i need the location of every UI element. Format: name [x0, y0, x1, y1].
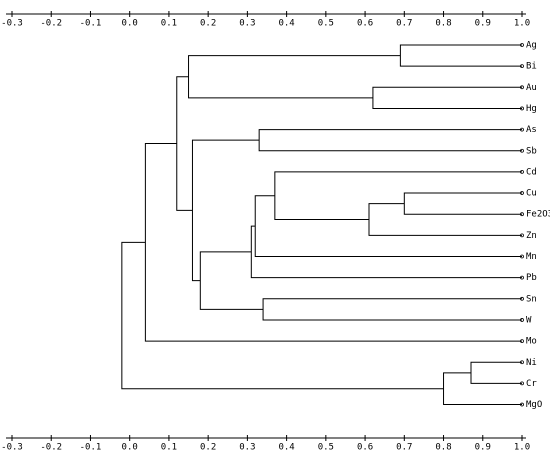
x-tick-label: 0.1: [161, 443, 177, 453]
leaf-label: Fe2O3: [526, 210, 550, 220]
merge-bracket: [176, 76, 193, 211]
merge-bracket: [188, 55, 401, 99]
x-tick-label: 0.3: [239, 443, 255, 453]
x-tick-label: 0.7: [396, 443, 412, 453]
x-tick-label: 1.0: [514, 443, 530, 453]
x-tick-label: 0.4: [278, 19, 294, 29]
x-tick-label: -0.2: [40, 19, 62, 29]
leaf-label: Sn: [526, 294, 537, 304]
x-tick-label: 0.3: [239, 19, 255, 29]
leaf-label: Hg: [526, 104, 537, 114]
leaf-label: Pb: [526, 273, 537, 283]
leaf-label: Cd: [526, 167, 537, 177]
merge-bracket: [443, 372, 522, 406]
leaf-label: Mo: [526, 337, 537, 347]
merge-bracket: [199, 251, 264, 310]
x-tick-label: -0.1: [80, 443, 102, 453]
merge-bracket: [274, 171, 522, 220]
merge-bracket: [262, 298, 522, 321]
leaf-label: W: [526, 315, 532, 325]
leaf-label: Ag: [526, 41, 537, 51]
leaf-label: Cu: [526, 189, 537, 199]
x-tick-label: 0.0: [122, 443, 138, 453]
leaf-label: As: [526, 125, 537, 135]
merge-bracket: [372, 86, 522, 109]
x-tick-label: 0.1: [161, 19, 177, 29]
x-tick-label: 0.4: [278, 443, 294, 453]
x-tick-label: -0.1: [80, 19, 102, 29]
x-tick-label: 0.7: [396, 19, 412, 29]
merge-bracket: [403, 192, 522, 215]
x-tick-label: 0.6: [357, 443, 373, 453]
leaf-label: Au: [526, 83, 537, 93]
x-tick-label: 0.9: [475, 19, 491, 29]
merge-bracket: [258, 129, 522, 152]
leaf-label: Zn: [526, 231, 537, 241]
x-tick-label: 0.9: [475, 443, 491, 453]
x-tick-label: -0.3: [1, 19, 23, 29]
x-tick-label: 0.6: [357, 19, 373, 29]
leaf-label: Mn: [526, 252, 537, 262]
x-tick-label: 0.2: [200, 443, 216, 453]
merge-bracket: [144, 143, 522, 342]
merge-bracket: [399, 44, 522, 67]
x-tick-label: 0.5: [318, 443, 334, 453]
x-tick-label: 0.5: [318, 19, 334, 29]
x-tick-label: 0.8: [435, 443, 451, 453]
merge-bracket: [191, 139, 260, 282]
x-tick-label: 0.0: [122, 19, 138, 29]
x-tick-label: -0.3: [1, 443, 23, 453]
merge-bracket: [254, 195, 522, 257]
merge-bracket: [470, 361, 522, 384]
leaf-label: Ni: [526, 358, 537, 368]
x-tick-label: 1.0: [514, 19, 530, 29]
leaf-label: Cr: [526, 379, 537, 389]
x-tick-label: -0.2: [40, 443, 62, 453]
merge-bracket: [368, 203, 522, 236]
merge-bracket: [250, 225, 522, 279]
leaf-label: Bi: [526, 62, 537, 72]
x-tick-label: 0.2: [200, 19, 216, 29]
merge-bracket: [121, 241, 444, 390]
leaf-label: MgO: [526, 400, 542, 410]
leaf-label: Sb: [526, 146, 537, 156]
x-tick-label: 0.8: [435, 19, 451, 29]
